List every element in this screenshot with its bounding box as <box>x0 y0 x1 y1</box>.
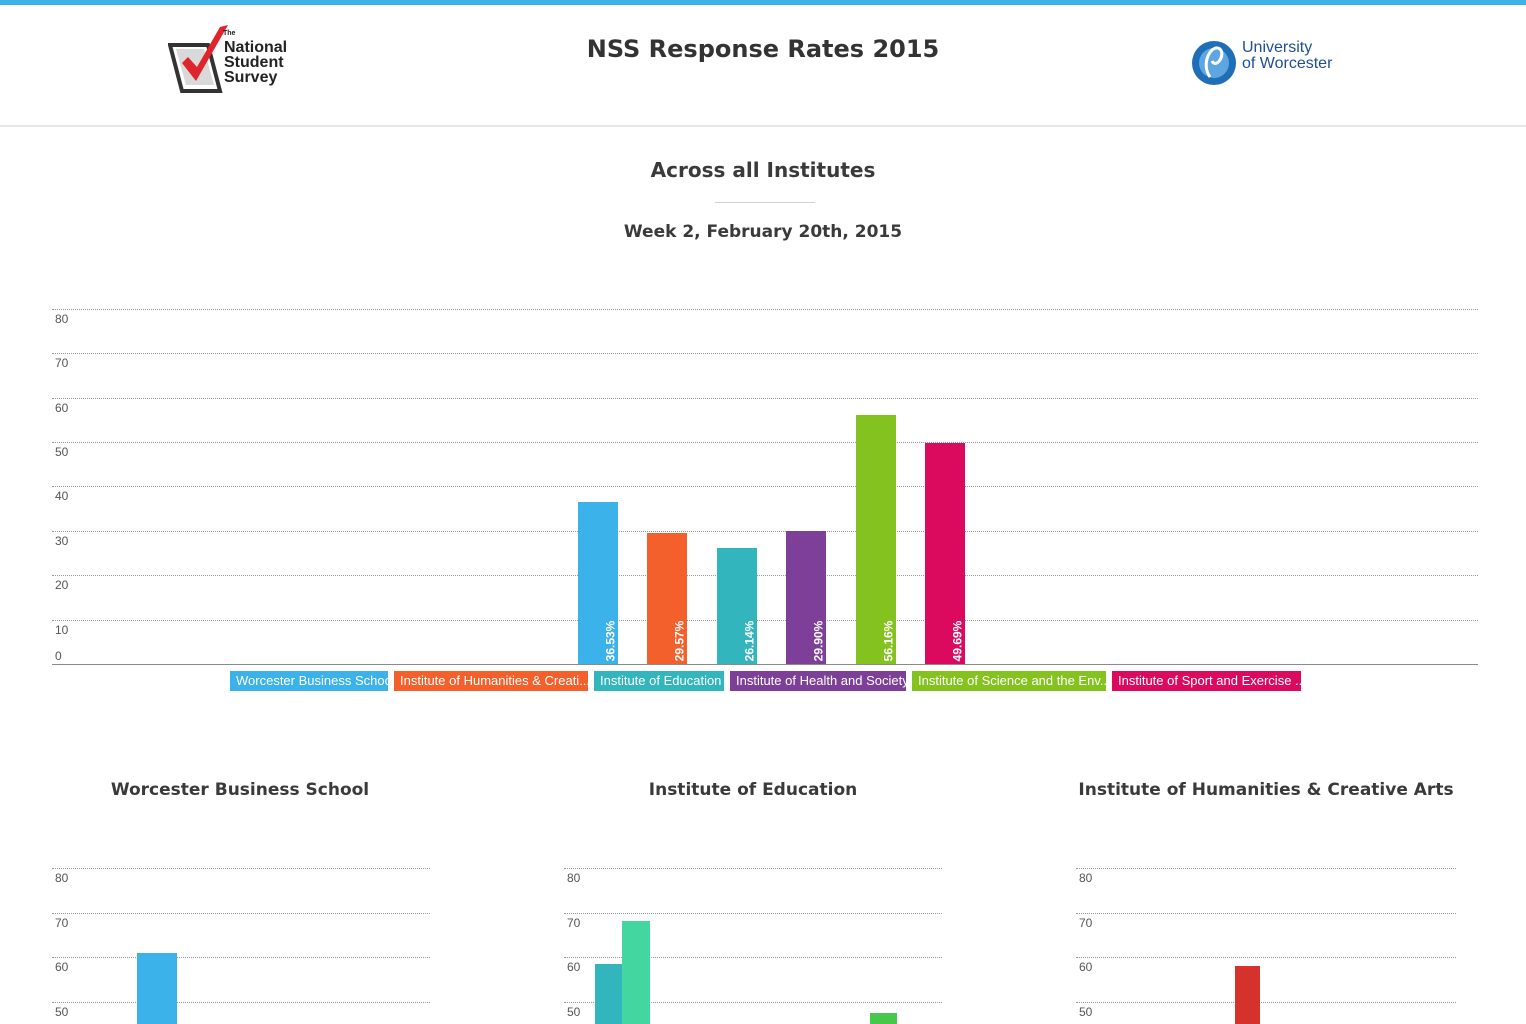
y-tick-label: 80 <box>55 871 69 885</box>
bar[interactable] <box>716 547 757 664</box>
chart-title-humanities: Institute of Humanities & Creative Arts <box>1078 780 1454 800</box>
y-tick-label: 70 <box>55 915 69 930</box>
chart-title-business-school: Worcester Business School <box>110 780 370 800</box>
gridline <box>52 619 1478 621</box>
legend-item[interactable]: Institute of Sport and Exercise ... <box>1112 671 1301 691</box>
section-divider <box>715 202 815 203</box>
section-subtitle: Week 2, February 20th, 2015 <box>623 222 903 242</box>
nss-logo-text: The National Student Survey <box>223 30 288 86</box>
gridline <box>52 442 1478 443</box>
y-tick-label: 50 <box>55 445 69 459</box>
y-tick-label: 20 <box>55 578 69 593</box>
y-tick-label: 50 <box>567 1004 581 1019</box>
university-logo[interactable]: University of Worcester <box>1190 33 1360 89</box>
y-tick-label: 30 <box>55 533 69 548</box>
nss-logo-line3: Survey <box>224 69 278 86</box>
chart-legend: Worcester Business School Institute of Hu… <box>230 671 1301 691</box>
gridline <box>52 308 1478 310</box>
gridline <box>52 1001 430 1003</box>
bar[interactable] <box>855 414 896 664</box>
bar-value-label: 29.90% <box>811 620 826 662</box>
y-tick-label: 50 <box>1079 1004 1093 1019</box>
legend-item[interactable]: Institute of Science and the Env... <box>912 671 1106 691</box>
bar-value-label: 56.16% <box>880 620 895 662</box>
gridline <box>1076 868 1456 869</box>
bar[interactable] <box>786 531 827 664</box>
y-tick-label: 60 <box>55 960 69 974</box>
bar-value-label: 36.53% <box>603 620 618 662</box>
gridline <box>564 1001 942 1003</box>
y-tick-label: 60 <box>1079 960 1093 974</box>
university-emblem-icon <box>1192 41 1236 85</box>
gridline <box>564 912 942 914</box>
gridline <box>564 868 942 869</box>
y-tick-label: 0 <box>55 649 62 663</box>
page-header: The National Student Survey NSS Response… <box>0 5 1526 127</box>
gridline <box>52 530 1478 532</box>
y-tick-label: 70 <box>1079 915 1093 930</box>
bar[interactable] <box>647 532 688 664</box>
gridline <box>52 575 1478 577</box>
y-tick-label: 60 <box>567 960 581 974</box>
gridline <box>52 957 430 958</box>
gridline <box>1076 957 1456 958</box>
y-tick-label: 70 <box>55 356 69 371</box>
y-tick-label: 70 <box>567 915 581 930</box>
y-tick-label: 10 <box>55 622 69 637</box>
gridline <box>52 353 1478 355</box>
university-logo-line2: of Worcester <box>1242 55 1333 72</box>
top-accent-bar <box>0 0 1526 5</box>
university-logo-text: University of Worcester <box>1242 40 1332 72</box>
bar-value-label: 26.14% <box>742 620 757 662</box>
bar[interactable] <box>578 501 618 664</box>
y-tick-label: 80 <box>55 311 69 326</box>
section-title: Across all Institutes <box>650 158 876 182</box>
nss-logo-line1: National <box>224 39 288 56</box>
y-tick-label: 40 <box>55 489 69 504</box>
chart-title-education: Institute of Education <box>648 780 858 800</box>
legend-item[interactable]: Institute of Humanities & Creati... <box>394 671 588 691</box>
legend-item[interactable]: Worcester Business School <box>230 671 388 691</box>
site-title: NSS Response Rates 2015 <box>586 35 940 63</box>
bar[interactable] <box>622 921 650 1024</box>
bar[interactable] <box>1235 965 1260 1024</box>
gridline <box>52 912 430 914</box>
bar[interactable] <box>137 952 177 1024</box>
nss-logo-the: The <box>223 30 236 37</box>
y-tick-label: 60 <box>55 400 69 415</box>
bar[interactable] <box>925 443 965 664</box>
university-logo-line1: University <box>1242 39 1313 56</box>
gridline <box>52 397 1478 399</box>
x-axis-line <box>52 664 1478 665</box>
legend-item[interactable]: Institute of Education <box>594 671 724 691</box>
bar-value-label: 49.69% <box>950 620 965 662</box>
bar-value-label: 29.57% <box>672 620 687 662</box>
nss-logo-line2: Student <box>224 54 284 71</box>
gridline <box>52 486 1478 488</box>
bar[interactable] <box>870 1012 897 1024</box>
y-tick-label: 80 <box>567 871 581 885</box>
nss-logo[interactable]: The National Student Survey <box>167 23 318 98</box>
gridline <box>1076 1001 1456 1003</box>
checkmark-icon <box>167 25 228 93</box>
bar[interactable] <box>595 963 622 1024</box>
gridline <box>1076 912 1456 914</box>
gridline <box>52 868 430 869</box>
gridline <box>564 957 942 958</box>
y-tick-label: 50 <box>55 1004 69 1019</box>
legend-item[interactable]: Institute of Health and Society <box>730 671 906 691</box>
y-tick-label: 80 <box>1079 871 1093 885</box>
